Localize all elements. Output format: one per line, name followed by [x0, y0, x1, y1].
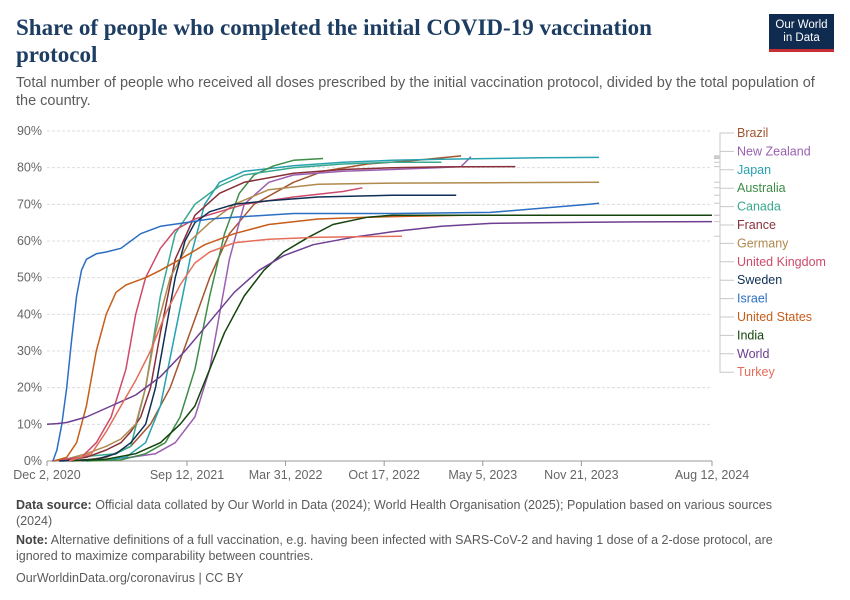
note-text: Alternative definitions of a full vaccin… — [16, 533, 773, 563]
y-tick-label: 80% — [17, 161, 42, 175]
series-line-united-states[interactable] — [53, 214, 467, 462]
legend-connector — [714, 221, 734, 355]
legend-label-japan[interactable]: Japan — [737, 163, 771, 177]
legend-label-india[interactable]: India — [737, 328, 764, 342]
legend-connector — [714, 181, 734, 244]
source-text: Official data collated by Our World in D… — [16, 498, 772, 528]
y-tick-label: 0% — [24, 454, 42, 468]
data-source: Data source: Official data collated by O… — [16, 497, 806, 529]
page-title: Share of people who completed the initia… — [16, 15, 652, 67]
legend-label-australia[interactable]: Australia — [737, 181, 786, 195]
legend-label-turkey[interactable]: Turkey — [737, 365, 775, 379]
legend-connector — [714, 150, 734, 158]
note-label: Note: — [16, 533, 48, 547]
y-tick-label: 60% — [17, 234, 42, 248]
series-line-israel[interactable] — [52, 202, 600, 462]
legend-connector — [714, 214, 734, 318]
legend-label-united-kingdom[interactable]: United Kingdom — [737, 255, 826, 269]
x-tick-label: Dec 2, 2020 — [13, 468, 80, 482]
series-line-france[interactable] — [59, 165, 516, 462]
x-tick-label: Nov 21, 2023 — [544, 468, 618, 482]
y-tick-label: 70% — [17, 197, 42, 211]
legend-label-israel[interactable]: Israel — [737, 292, 768, 306]
series-lines — [46, 155, 713, 462]
legend-connector — [714, 132, 734, 157]
x-tick-label: May 5, 2023 — [448, 468, 517, 482]
legend-connector — [714, 161, 734, 208]
legend: Brazil New Zealand Japan Australia Canada Fra… — [714, 126, 826, 379]
legend-label-brazil[interactable]: Brazil — [737, 126, 768, 140]
legend-connector — [714, 166, 734, 226]
series-line-canada[interactable] — [53, 161, 442, 462]
legend-label-world[interactable]: World — [737, 347, 769, 361]
series-line-australia[interactable] — [86, 157, 324, 462]
legend-label-sweden[interactable]: Sweden — [737, 273, 782, 287]
legend-label-canada[interactable]: Canada — [737, 200, 781, 214]
series-line-sweden[interactable] — [59, 194, 457, 462]
legend-label-france[interactable]: France — [737, 218, 776, 232]
series-line-world[interactable] — [46, 220, 713, 426]
y-tick-label: 30% — [17, 344, 42, 358]
axes: 0% 10% 20% 30% 40% 50% 60% 70% 80% 90% Dec 2, 2020… — [13, 124, 749, 482]
series-line-germany[interactable] — [59, 181, 600, 462]
legend-label-united-states[interactable]: United States — [737, 310, 812, 324]
y-tick-label: 50% — [17, 271, 42, 285]
legend-connector — [714, 156, 734, 171]
series-line-turkey[interactable] — [68, 235, 402, 462]
chart-note: Note: Alternative definitions of a full … — [16, 532, 806, 564]
x-tick-label: Oct 17, 2022 — [348, 468, 420, 482]
legend-connector — [714, 235, 734, 373]
logo-line-2: in Data — [783, 31, 820, 44]
x-tick-label: Aug 12, 2024 — [675, 468, 749, 482]
series-line-japan[interactable] — [83, 156, 600, 462]
y-tick-label: 20% — [17, 381, 42, 395]
legend-label-germany[interactable]: Germany — [737, 236, 789, 250]
grid-lines — [47, 130, 712, 462]
y-tick-label: 90% — [17, 124, 42, 138]
page-subtitle: Total number of people who received all … — [16, 75, 815, 109]
legend-label-new-zealand[interactable]: New Zealand — [737, 144, 811, 158]
y-tick-label: 40% — [17, 307, 42, 321]
legend-connector — [714, 158, 734, 189]
source-label: Data source: — [16, 498, 92, 512]
legend-connector — [714, 194, 734, 281]
series-line-new-zealand[interactable] — [81, 156, 472, 462]
logo-line-1: Our World — [775, 18, 828, 31]
x-tick-label: Sep 12, 2021 — [150, 468, 224, 482]
owid-logo[interactable]: Our World in Data — [769, 14, 834, 52]
y-tick-label: 10% — [17, 417, 42, 431]
legend-connector — [714, 202, 734, 300]
series-line-india[interactable] — [69, 214, 712, 462]
credit-link[interactable]: OurWorldinData.org/coronavirus | CC BY — [16, 571, 244, 585]
x-tick-label: Mar 31, 2022 — [249, 468, 323, 482]
